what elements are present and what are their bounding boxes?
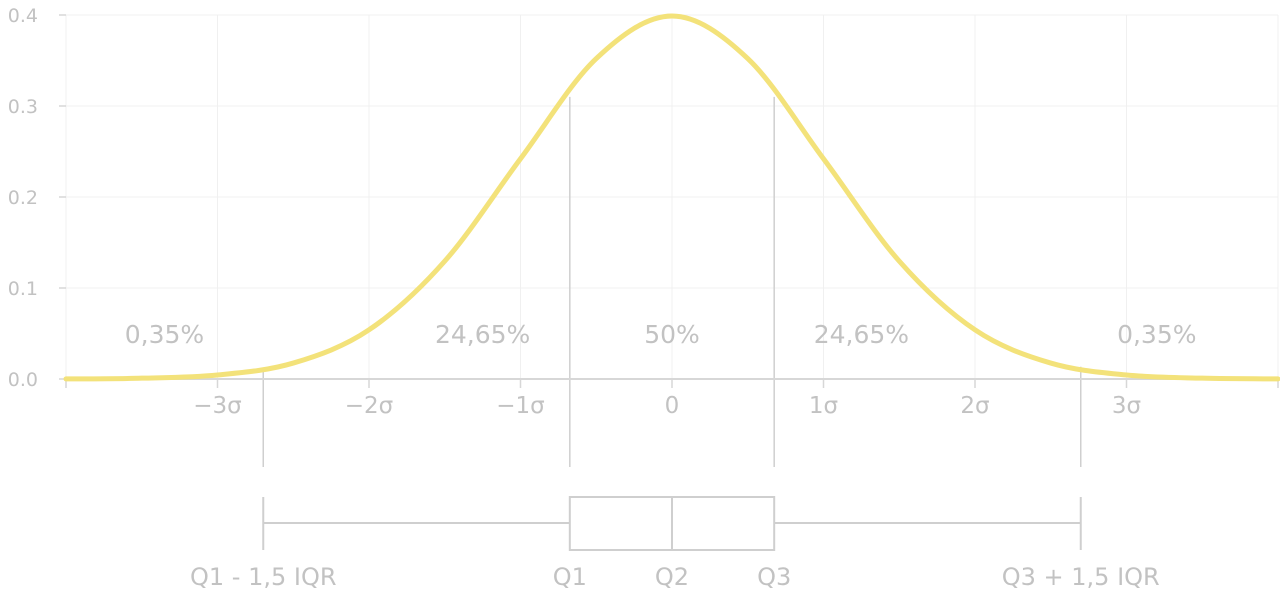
quartile-guides — [262, 96, 1082, 467]
grid — [65, 14, 1279, 379]
y-tick-label: 0.2 — [8, 187, 38, 209]
x-tick-label: 3σ — [1112, 393, 1141, 419]
y-axis-ticks: 0.0 0.1 0.2 0.3 0.4 — [8, 5, 66, 391]
boxplot: Q1 - 1,5 IQR Q1 Q2 Q3 Q3 + 1,5 IQR — [190, 496, 1160, 591]
y-tick-label: 0.3 — [8, 96, 38, 118]
y-tick-label: 0.1 — [8, 278, 38, 300]
x-tick-label: −1σ — [496, 393, 544, 419]
boxplot-label: Q1 - 1,5 IQR — [190, 563, 337, 591]
y-tick-label: 0.4 — [8, 5, 38, 27]
region-percentage-labels: 0,35% 24,65% 50% 24,65% 0,35% — [125, 320, 1197, 349]
boxplot-label: Q2 — [655, 563, 689, 591]
region-percentage-label: 50% — [644, 320, 700, 349]
boxplot-label: Q3 — [757, 563, 791, 591]
x-tick-label: −3σ — [193, 393, 241, 419]
region-percentage-label: 24,65% — [814, 320, 909, 349]
density-curve — [63, 13, 1280, 382]
region-percentage-label: 0,35% — [125, 320, 204, 349]
x-tick-label: −2σ — [345, 393, 393, 419]
x-tick-label: 2σ — [960, 393, 989, 419]
boxplot-label: Q3 + 1,5 IQR — [1002, 563, 1160, 591]
y-tick-label: 0.0 — [8, 369, 38, 391]
boxplot-label: Q1 — [553, 563, 587, 591]
region-percentage-label: 0,35% — [1117, 320, 1196, 349]
x-tick-label: 0 — [665, 393, 680, 419]
x-axis-ticks: −3σ −2σ −1σ 0 1σ 2σ 3σ — [65, 379, 1279, 419]
x-tick-label: 1σ — [809, 393, 838, 419]
density-curve-layer — [63, 13, 1280, 382]
region-percentage-label: 24,65% — [435, 320, 530, 349]
